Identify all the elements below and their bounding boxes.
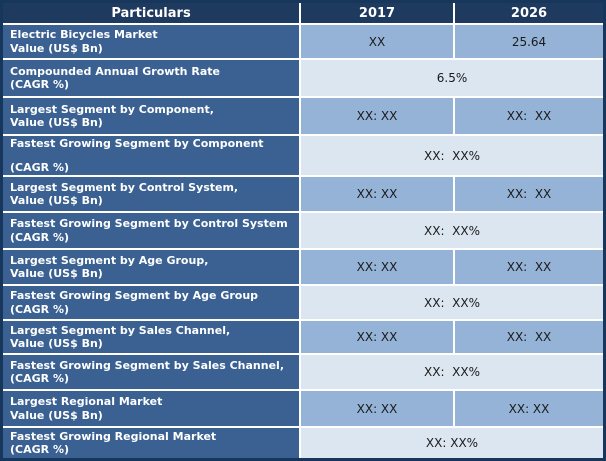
- row-label-line2: (CAGR %): [10, 161, 69, 174]
- row-label-line2: Value (US$ Bn): [10, 408, 103, 422]
- row-label-cell-market-value: Electric Bicycles Market Value (US$ Bn): [3, 25, 299, 58]
- row-label-line2: (CAGR %): [10, 443, 69, 456]
- row-label-cell-fastest-sales-channel: Fastest Growing Segment by Sales Channel…: [3, 355, 299, 389]
- row-label-line1: Fastest Growing Segment by Age Group: [10, 289, 259, 302]
- header-cell-particulars: Particulars: [3, 3, 299, 23]
- merged-value-cell-fastest-control-system: XX: XX%: [301, 213, 603, 248]
- row-label-line2: (CAGR %): [10, 230, 69, 244]
- row-label-line1: Largest Segment by Sales Channel,: [10, 323, 231, 337]
- row-label-line2: (CAGR %): [10, 78, 69, 91]
- merged-value-cell-fastest-sales-channel: XX: XX%: [301, 355, 603, 389]
- value-2026-cell: 25.64: [455, 25, 603, 58]
- row-label-line1: Fastest Growing Segment by Sales Channel…: [10, 358, 284, 372]
- row-label-line2: Value (US$ Bn): [10, 337, 103, 350]
- row-label-line2: Value (US$ Bn): [10, 267, 103, 280]
- merged-value-cell-fastest-regional-market: XX: XX%: [301, 428, 603, 458]
- row-label-cell-largest-component: Largest Segment by Component, Value (US$…: [3, 98, 299, 134]
- value-2017-cell: XX: [301, 25, 453, 58]
- value-2026-cell: XX: XX: [455, 177, 603, 211]
- row-label-line2: Value (US$ Bn): [10, 194, 103, 207]
- row-label-line1: Largest Segment by Age Group,: [10, 253, 209, 267]
- row-label-line1: Fastest Growing Segment by Component: [10, 136, 264, 150]
- row-label-cell-largest-sales-channel: Largest Segment by Sales Channel, Value …: [3, 321, 299, 353]
- row-label-line2: (CAGR %): [10, 302, 69, 316]
- row-label-line1: Electric Bicycles Market: [10, 28, 158, 41]
- value-2017-cell: XX: XX: [301, 177, 453, 211]
- row-label-cell-largest-regional-market: Largest Regional Market Value (US$ Bn): [3, 391, 299, 426]
- value-2017-cell: XX: XX: [301, 321, 453, 353]
- value-2026-cell: XX: XX: [455, 98, 603, 134]
- value-2026-cell: XX: XX: [455, 321, 603, 353]
- value-2026-cell: XX: XX: [455, 250, 603, 284]
- row-label-cell-fastest-component: Fastest Growing Segment by Component (CA…: [3, 136, 299, 175]
- value-2017-cell: XX: XX: [301, 250, 453, 284]
- row-label-cell-largest-age-group: Largest Segment by Age Group, Value (US$…: [3, 250, 299, 284]
- row-label-line1: Fastest Growing Regional Market: [10, 429, 217, 443]
- value-2026-cell: XX: XX: [455, 391, 603, 426]
- row-label-line1: Fastest Growing Segment by Control Syste…: [10, 217, 288, 230]
- row-label-line2: (CAGR %): [10, 372, 69, 385]
- merged-value-cell-fastest-age-group: XX: XX%: [301, 286, 603, 319]
- row-label-line2: Value (US$ Bn): [10, 116, 103, 129]
- row-label-line1: Largest Regional Market: [10, 395, 163, 408]
- row-label-cell-cagr: Compounded Annual Growth Rate (CAGR %): [3, 60, 299, 96]
- value-2017-cell: XX: XX: [301, 98, 453, 134]
- merged-value-cell-fastest-component: XX: XX%: [301, 136, 603, 175]
- row-label-cell-fastest-control-system: Fastest Growing Segment by Control Syste…: [3, 213, 299, 248]
- row-label-line2: Value (US$ Bn): [10, 41, 103, 55]
- row-label-cell-fastest-age-group: Fastest Growing Segment by Age Group (CA…: [3, 286, 299, 319]
- row-label-line1: Compounded Annual Growth Rate: [10, 64, 220, 78]
- header-cell-2026: 2026: [455, 3, 603, 23]
- row-label-line1: Largest Segment by Control System,: [10, 180, 239, 194]
- row-label-cell-fastest-regional-market: Fastest Growing Regional Market (CAGR %): [3, 428, 299, 458]
- row-label-cell-largest-control-system: Largest Segment by Control System, Value…: [3, 177, 299, 211]
- value-2017-cell: XX: XX: [301, 391, 453, 426]
- row-label-line1: Largest Segment by Component,: [10, 102, 214, 116]
- header-cell-2017: 2017: [301, 3, 453, 23]
- merged-value-cell-cagr: 6.5%: [301, 60, 603, 96]
